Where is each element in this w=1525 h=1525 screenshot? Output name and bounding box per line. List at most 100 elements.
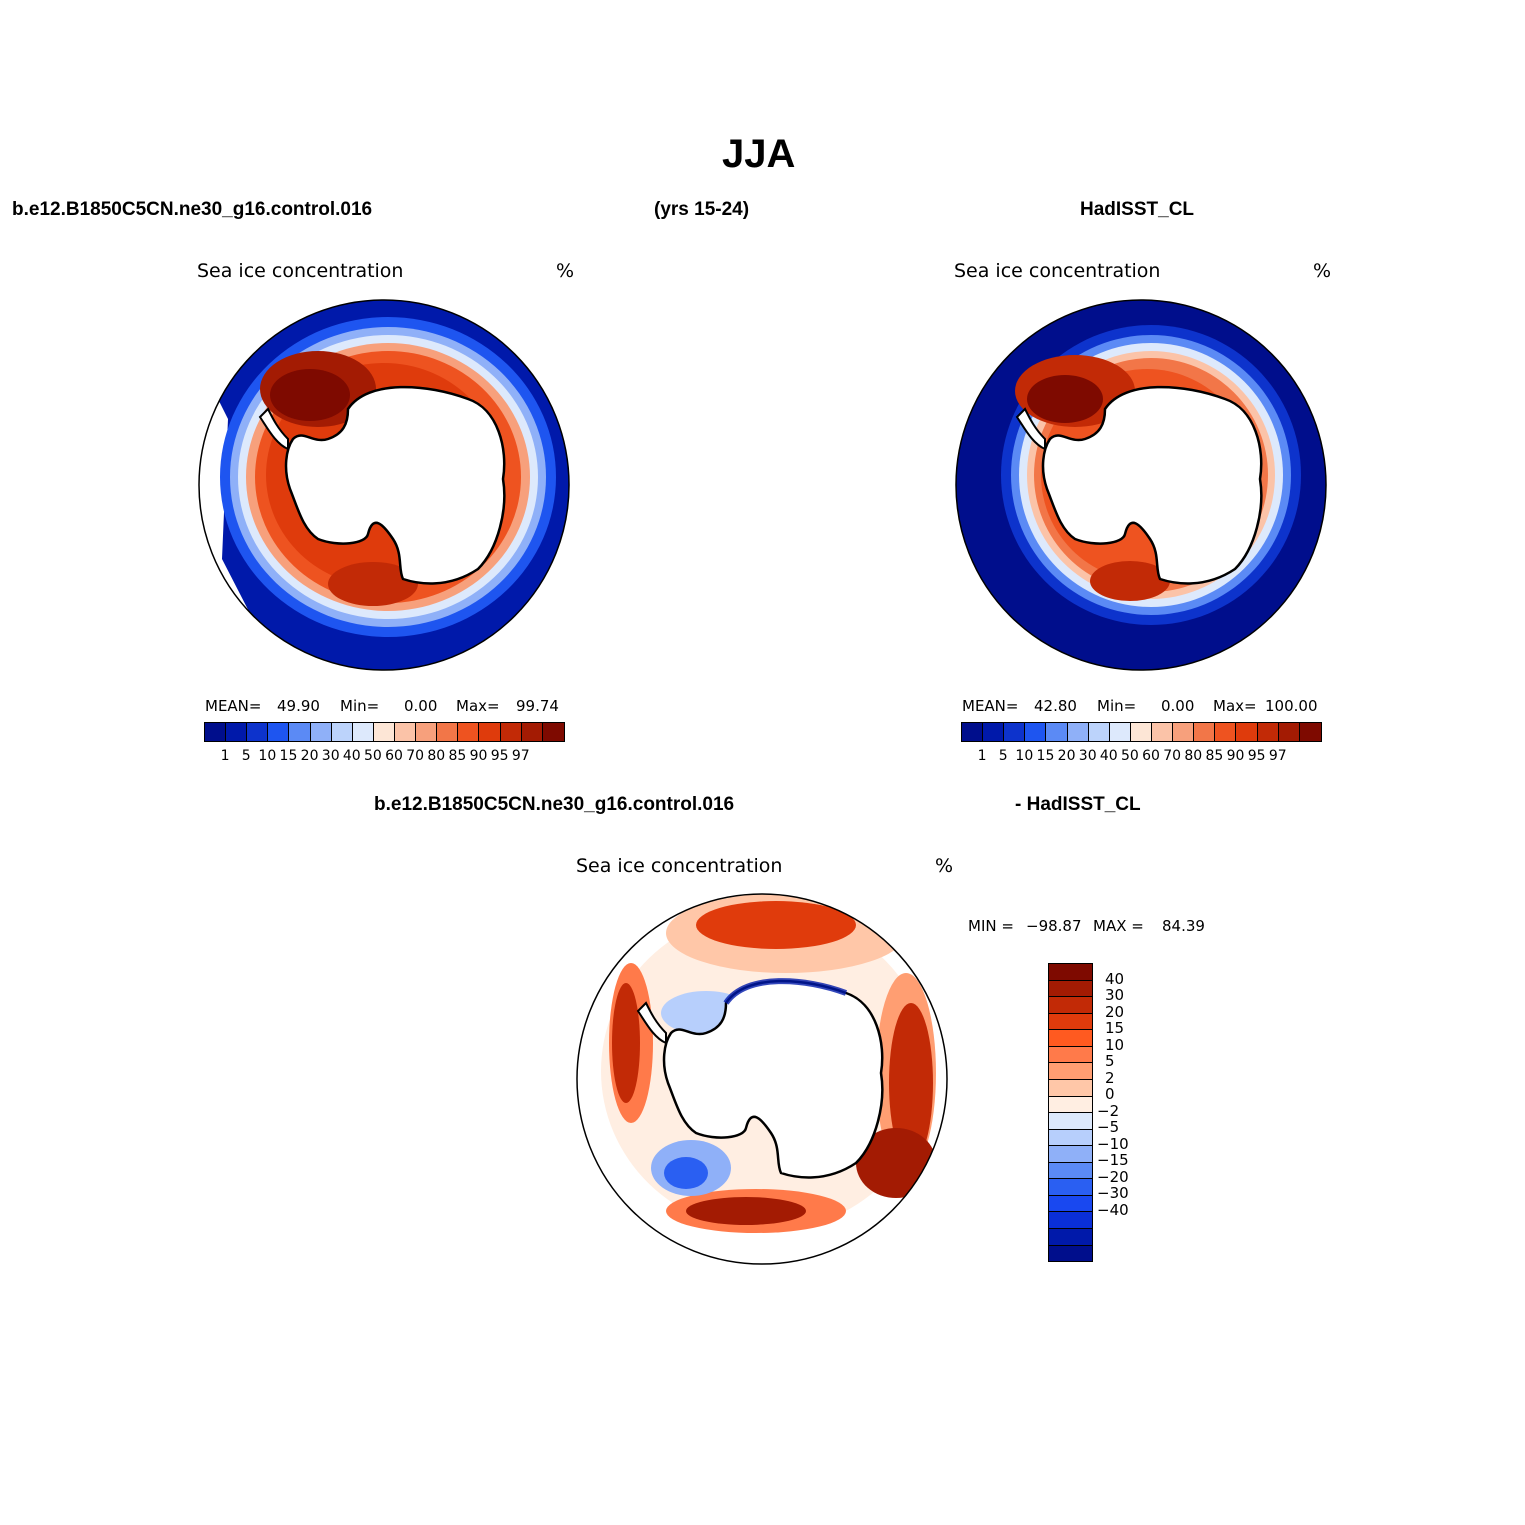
colorbar-swatch <box>1151 723 1174 741</box>
colorbar-tick-label: 85 <box>448 748 467 764</box>
diff-colorbar-swatch <box>1049 1046 1092 1064</box>
diff-colorbar-tick-label: −30 <box>1097 1184 1129 1202</box>
colorbar-tick-label: 85 <box>1205 748 1224 764</box>
colorbar-tick-label: 70 <box>406 748 425 764</box>
diff-max-value: 84.39 <box>1162 917 1205 935</box>
obs-colorbar-ticks: 1 5 10 15 20 30 40 50 60 70 80 85 90 95 97 <box>961 748 1320 766</box>
colorbar-swatch <box>352 723 374 741</box>
colorbar-swatch <box>1215 723 1237 741</box>
colorbar-tick-label: 20 <box>300 748 319 764</box>
diff-colorbar-swatch <box>1049 1212 1092 1229</box>
colorbar-swatch <box>1088 723 1110 741</box>
diff-colorbar-tick-label: −20 <box>1097 1167 1129 1186</box>
colorbar-tick-label: 60 <box>385 748 403 764</box>
diff-case-header: b.e12.B1850C5CN.ne30_g16.control.016 <box>374 794 735 815</box>
diff-colorbar-tick-label: −15 <box>1097 1151 1129 1169</box>
diff-obs-header: - HadISST_CL <box>1015 794 1141 815</box>
colorbar-swatch <box>1194 723 1216 741</box>
obs-colorbar <box>961 722 1322 742</box>
diff-units-label: % <box>935 855 954 877</box>
diff-colorbar-swatch <box>1049 1162 1092 1180</box>
obs-mean-value: 42.80 <box>1034 697 1077 715</box>
diff-colorbar-tick-label: −5 <box>1097 1118 1120 1136</box>
colorbar-tick-label: 97 <box>1268 748 1287 764</box>
diff-colorbar-swatch <box>1049 1245 1092 1262</box>
colorbar-swatch <box>1236 723 1258 741</box>
diff-colorbar-tick-label: −40 <box>1097 1200 1129 1219</box>
colorbar-tick-label: 5 <box>998 748 1008 764</box>
colorbar-swatch <box>247 723 269 741</box>
colorbar-tick-label: 40 <box>1099 748 1118 764</box>
colorbar-swatch <box>1046 723 1068 741</box>
colorbar-swatch <box>1025 723 1047 741</box>
colorbar-swatch <box>394 723 417 741</box>
colorbar-swatch <box>521 723 543 741</box>
diff-variable-label: Sea ice concentration <box>576 855 783 877</box>
years-header: (yrs 15-24) <box>654 199 750 220</box>
colorbar-swatch <box>479 723 501 741</box>
colorbar-swatch <box>226 723 248 741</box>
diff-colorbar-swatch <box>1049 1179 1092 1196</box>
diff-colorbar-ticks: 40 30 20 15 10 5 2 0 −2 −5 −10 −15 −20 −30 −40 <box>1097 963 1157 1260</box>
diff-colorbar-swatch <box>1049 964 1092 981</box>
model-variable-label: Sea ice concentration <box>197 260 404 282</box>
colorbar-swatch <box>205 723 227 741</box>
diff-colorbar-swatch <box>1049 980 1092 998</box>
colorbar-tick-label: 30 <box>1078 748 1097 764</box>
colorbar-tick-label: 20 <box>1057 748 1076 764</box>
colorbar-swatch <box>1067 723 1089 741</box>
colorbar-swatch <box>1173 723 1195 741</box>
model-units-label: % <box>556 260 575 282</box>
obs-units-label: % <box>1313 260 1332 282</box>
model-mean-label: MEAN= <box>205 697 262 715</box>
diff-colorbar-tick-label: 20 <box>1105 1002 1125 1021</box>
diff-min-value: −98.87 <box>1026 917 1082 935</box>
diff-colorbar-tick-label: −10 <box>1097 1134 1129 1153</box>
colorbar-tick-label: 10 <box>1015 748 1034 764</box>
colorbar-tick-label: 40 <box>342 748 361 764</box>
diff-colorbar-swatch <box>1049 1146 1092 1163</box>
colorbar-tick-label: 50 <box>1121 748 1139 764</box>
model-polar-map <box>198 299 570 671</box>
colorbar-swatch <box>416 723 438 741</box>
diff-colorbar-tick-label: −2 <box>1097 1101 1120 1120</box>
colorbar-tick-label: 80 <box>1184 748 1203 764</box>
diff-colorbar-tick-label: 0 <box>1105 1085 1115 1103</box>
diff-colorbar-swatch <box>1049 1096 1092 1114</box>
obs-max-label: Max= <box>1213 697 1257 715</box>
model-min-label: Min= <box>340 697 380 715</box>
model-case-header: b.e12.B1850C5CN.ne30_g16.control.016 <box>12 199 373 220</box>
colorbar-tick-label: 1 <box>977 748 987 764</box>
colorbar-swatch <box>983 723 1005 741</box>
colorbar-swatch <box>268 723 290 741</box>
diff-colorbar-swatch <box>1049 1113 1092 1130</box>
colorbar-swatch <box>437 723 459 741</box>
obs-polar-map <box>955 299 1327 671</box>
colorbar-swatch <box>310 723 332 741</box>
colorbar-tick-label: 90 <box>469 748 488 764</box>
diff-colorbar-tick-label: 40 <box>1105 969 1125 988</box>
diff-min-label: MIN = <box>968 917 1014 935</box>
diff-max-label: MAX = <box>1093 917 1144 935</box>
colorbar-swatch <box>500 723 522 741</box>
obs-header: HadISST_CL <box>1080 199 1195 220</box>
diff-colorbar-swatch <box>1049 1013 1092 1031</box>
colorbar-swatch <box>542 723 564 741</box>
model-colorbar <box>204 722 565 742</box>
model-mean-value: 49.90 <box>277 697 320 715</box>
model-min-value: 0.00 <box>404 697 438 715</box>
figure-title: JJA <box>722 132 796 176</box>
colorbar-tick-label: 80 <box>427 748 446 764</box>
colorbar-tick-label: 50 <box>364 748 382 764</box>
colorbar-tick-label: 95 <box>1247 748 1266 764</box>
colorbar-swatch <box>331 723 353 741</box>
colorbar-tick-label: 70 <box>1163 748 1182 764</box>
model-max-value: 99.74 <box>516 697 559 715</box>
colorbar-swatch <box>1299 723 1321 741</box>
colorbar-swatch <box>962 723 984 741</box>
diff-colorbar-tick-label: 30 <box>1105 986 1125 1004</box>
colorbar-swatch <box>1278 723 1300 741</box>
colorbar-tick-label: 1 <box>220 748 230 764</box>
diff-colorbar-swatch <box>1049 1079 1092 1097</box>
colorbar-swatch <box>289 723 311 741</box>
